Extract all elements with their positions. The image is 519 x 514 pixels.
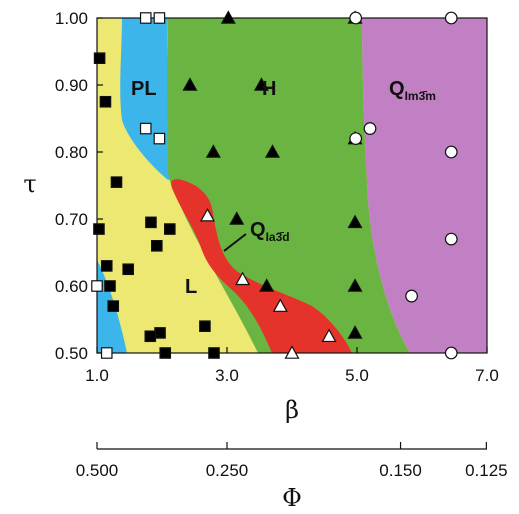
- filled-square-marker: [93, 223, 105, 235]
- filled-triangle-marker: [347, 278, 363, 292]
- filled-square-marker: [122, 263, 134, 276]
- filled-square-marker: [93, 52, 106, 64]
- filled-square-marker: [100, 260, 113, 272]
- region-Q-Im3m: [362, 18, 487, 353]
- filled-square-marker: [104, 280, 116, 292]
- filled-square-marker: [107, 300, 120, 312]
- open-circle-marker: [363, 122, 377, 135]
- filled-square-marker: [208, 347, 220, 359]
- filled-triangle-marker: [229, 211, 245, 225]
- open-square-marker: [153, 132, 166, 145]
- Q-Ia3d-leader-line: [223, 233, 247, 252]
- region-label-Q-Ia3d-main: Q: [250, 219, 266, 241]
- filled-square-marker: [145, 216, 157, 229]
- region-label-L: L: [185, 276, 197, 298]
- y-tick-label: 0.50: [55, 344, 88, 363]
- phi-axis-title: Φ: [282, 484, 302, 512]
- x-tick-label: 1.0: [85, 366, 109, 385]
- region-Q-Ia3d: [171, 179, 352, 353]
- open-circle-marker: [444, 232, 458, 246]
- y-tick-label: 0.60: [55, 277, 88, 296]
- open-square-marker: [91, 280, 103, 292]
- region-label-H: H: [262, 78, 276, 100]
- filled-square-marker: [164, 223, 176, 235]
- phi-tick-label: 0.150: [379, 461, 422, 480]
- y-tick-label: 0.70: [55, 210, 88, 229]
- filled-square-marker: [144, 330, 157, 343]
- x-tick-label: 7.0: [475, 366, 499, 385]
- filled-square-marker: [199, 320, 211, 332]
- open-circle-marker: [444, 346, 458, 360]
- y-tick-label: 0.90: [55, 76, 88, 95]
- filled-triangle-marker: [253, 77, 269, 91]
- filled-triangle-marker: [182, 77, 198, 91]
- region-label-Q-Ia3d: QIa3̄d: [250, 219, 290, 244]
- open-circle-marker: [405, 289, 419, 303]
- open-triangle-marker: [284, 345, 300, 359]
- open-square-marker: [100, 347, 113, 359]
- region-label-Q-Im3m-main: Q: [389, 78, 405, 100]
- open-circle-marker: [444, 145, 458, 159]
- filled-square-marker: [151, 240, 163, 252]
- open-circle-marker: [349, 132, 363, 146]
- data-markers: [91, 10, 458, 360]
- filled-triangle-marker: [220, 10, 236, 24]
- phi-tick-label: 0.500: [76, 461, 119, 480]
- filled-triangle-marker: [264, 144, 281, 158]
- open-triangle-marker: [321, 328, 337, 343]
- x-tick-label: 3.0: [215, 366, 239, 385]
- region-label-PL: PL: [131, 78, 157, 100]
- x-axis-title: β: [285, 396, 299, 424]
- filled-square-marker: [154, 327, 166, 339]
- y-tick-label: 1.00: [55, 9, 88, 28]
- region-label-Q-Im3m-sub: Im3̄m: [405, 89, 436, 103]
- open-triangle-marker: [272, 298, 288, 312]
- phi-axis: 0.500 0.250 0.150 0.125: [76, 442, 508, 480]
- phi-tick-label: 0.250: [206, 461, 249, 480]
- open-square-marker: [139, 12, 152, 24]
- open-triangle-marker: [235, 271, 251, 286]
- phase-regions: [97, 18, 487, 353]
- phi-tick-label: 0.125: [465, 461, 508, 480]
- filled-square-marker: [99, 95, 112, 108]
- region-label-Q-Im3m: QIm3̄m: [389, 78, 436, 103]
- x-axis: 1.0 3.0 5.0 7.0: [85, 347, 499, 385]
- y-axis: 0.50 0.60 0.70 0.80 0.90 1.00: [55, 9, 103, 363]
- filled-triangle-marker: [259, 278, 275, 292]
- x-tick-label: 5.0: [345, 366, 369, 385]
- open-circle-marker: [444, 11, 458, 25]
- open-triangle-marker: [199, 207, 216, 222]
- open-square-marker: [139, 122, 152, 135]
- filled-square-marker: [159, 347, 172, 359]
- y-axis-title: τ: [23, 170, 36, 198]
- filled-triangle-marker: [205, 144, 221, 158]
- region-label-Q-Ia3d-sub: Ia3̄d: [266, 230, 290, 244]
- open-circle-marker: [349, 11, 363, 25]
- open-square-marker: [153, 12, 166, 24]
- filled-triangle-marker: [347, 214, 363, 229]
- filled-square-marker: [110, 176, 123, 188]
- filled-triangle-marker: [347, 325, 363, 339]
- y-tick-label: 0.80: [55, 143, 88, 162]
